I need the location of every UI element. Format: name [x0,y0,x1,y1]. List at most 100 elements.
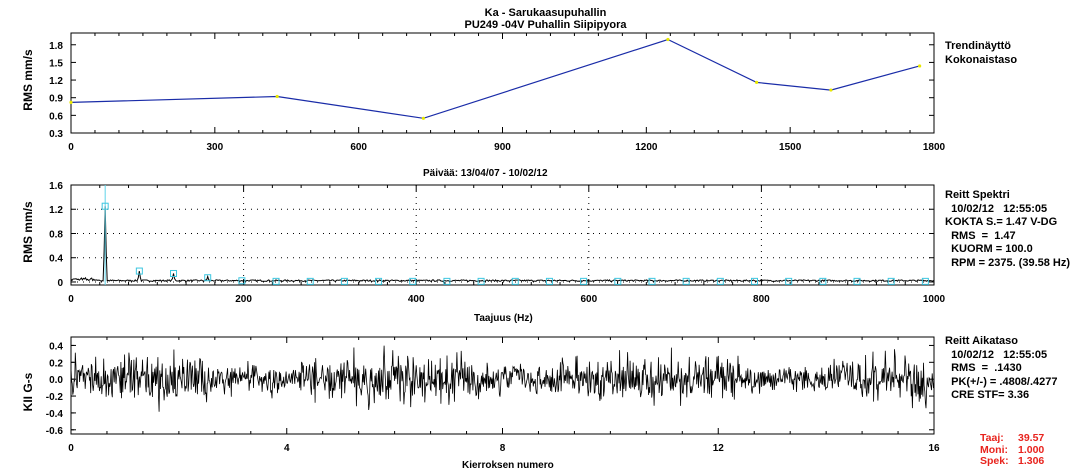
info-line: 10/02/12 12:55:05 [945,348,1048,361]
trend-point [829,88,833,92]
cursor-label: Taaj: [980,432,1004,444]
y-tick-label: 1.8 [49,41,63,52]
harmonic-marker [682,277,690,285]
cursor-value: 1.000 [1018,443,1045,456]
harmonic-marker [614,277,622,285]
harmonic-marker [204,274,212,282]
y-tick-label: -0.6 [46,426,64,437]
y-tick-label: -0.4 [46,409,64,420]
chart-title-line1: Ka - Sarukaasupuhallin [484,7,607,19]
waveform-xlabel: Kierroksen numero [462,460,554,471]
harmonic-marker [306,277,314,285]
trend-point [918,64,922,68]
spectrum-line [70,206,934,283]
x-tick-label: 900 [494,142,511,153]
plot-frame [70,32,935,134]
y-tick-label: 1.5 [49,58,63,69]
info-line: RMS = .1430 [945,362,1022,374]
info-line: KOKTA S.= 1.47 V-DG [945,216,1058,228]
x-tick-label: 300 [206,142,223,153]
legend-line: Trendinäyttö [945,40,1012,52]
y-tick-label: 1.2 [49,205,63,216]
info-line: RMS = 1.47 [945,229,1016,242]
harmonic-marker [511,277,519,285]
trend-line [70,38,920,119]
waveform-info: Reitt Aikataso 10/02/12 12:55:05 RMS = .… [945,335,1058,403]
x-tick-label: 1200 [635,142,658,153]
harmonic-marker [340,277,348,285]
harmonic-marker [170,269,178,277]
info-line: KUORM = 100.0 [945,243,1033,255]
spectrum-xlabel: Taajuus (Hz) [474,313,533,324]
trend-point [666,37,670,42]
y-tick-label: 0.4 [49,341,63,352]
x-tick-label: 200 [235,294,252,305]
cursor-row: Moni: 1.000 [980,443,1045,457]
x-tick-label: 16 [928,443,940,454]
harmonic-marker [750,277,758,285]
trend-point [275,94,279,99]
harmonic-marker [409,277,417,285]
harmonic-marker [477,277,485,285]
harmonic-marker [443,277,451,285]
legend-line: Kokonaistaso [945,53,1018,66]
chart-title-line2: PU249 -04V Puhallin Siipipyora [464,19,627,31]
y-tick-label: 0.4 [49,254,63,265]
x-tick-label: 400 [408,294,425,305]
harmonic-marker [648,277,656,285]
info-line: RPM = 2375. (39.58 Hz) [945,256,1071,269]
x-tick-label: 0 [68,294,74,305]
harmonic-marker [375,277,383,285]
y-tick-label: 0 [57,278,63,289]
y-tick-label: 0.3 [49,129,63,140]
y-tick-label: -0.2 [46,392,64,403]
cursor-value: 39.57 [1018,432,1045,444]
plot-frame [70,184,935,286]
harmonic-marker [785,277,793,285]
info-line: Reitt Spektri [945,189,1010,201]
info-line: CRE STF= 3.36 [945,389,1030,401]
info-line: 10/02/12 12:55:05 [945,202,1048,215]
x-tick-label: 600 [580,294,597,305]
info-line: Reitt Aikataso [945,335,1018,347]
cursor-row: Taaj: 39.57 [980,432,1045,445]
harmonic-marker [921,277,929,285]
x-tick-label: 8 [500,443,506,454]
x-tick-label: 0 [68,142,74,153]
spectrum-info: Reitt Spektri 10/02/12 12:55:05 KOKTA S.… [945,189,1070,270]
cursor-readout: Taaj: 39.57 Moni: 1.000 Spek: 1.306 [980,432,1045,468]
y-tick-label: 1.6 [49,181,63,192]
y-tick-label: 0.6 [49,111,63,122]
cursor-row: Spek: 1.306 [980,455,1045,468]
trend-xlabel: Päivää: 13/04/07 - 10/02/12 [423,168,548,179]
trend-legend: Trendinäyttö Kokonaistaso [945,40,1017,67]
x-tick-label: 1000 [923,294,946,305]
x-tick-label: 800 [753,294,770,305]
info-line: PK(+/-) = .4808/.4277 [945,375,1058,388]
harmonic-marker [853,277,861,285]
cursor-label: Moni: [980,443,1008,456]
x-tick-label: 1800 [923,142,946,153]
harmonic-marker [580,277,588,285]
harmonic-marker [545,277,553,285]
trend-point [755,80,759,85]
harmonic-marker [887,277,895,285]
cursor-value: 1.306 [1018,455,1045,467]
x-tick-label: 12 [713,443,725,454]
y-tick-label: 1.2 [49,76,63,87]
harmonic-marker [101,202,109,210]
harmonic-marker [135,267,143,275]
trend-point [69,100,73,105]
trend-point [421,116,425,120]
y-tick-label: 0.0 [49,375,63,386]
x-tick-label: 600 [350,142,367,153]
harmonic-marker [238,277,246,285]
y-tick-label: 0.9 [49,94,63,105]
harmonic-marker [819,277,827,285]
x-tick-label: 0 [68,443,74,454]
x-tick-label: 1500 [779,142,802,153]
harmonic-marker [716,277,724,285]
harmonic-marker [272,277,280,285]
x-tick-label: 4 [284,443,290,454]
